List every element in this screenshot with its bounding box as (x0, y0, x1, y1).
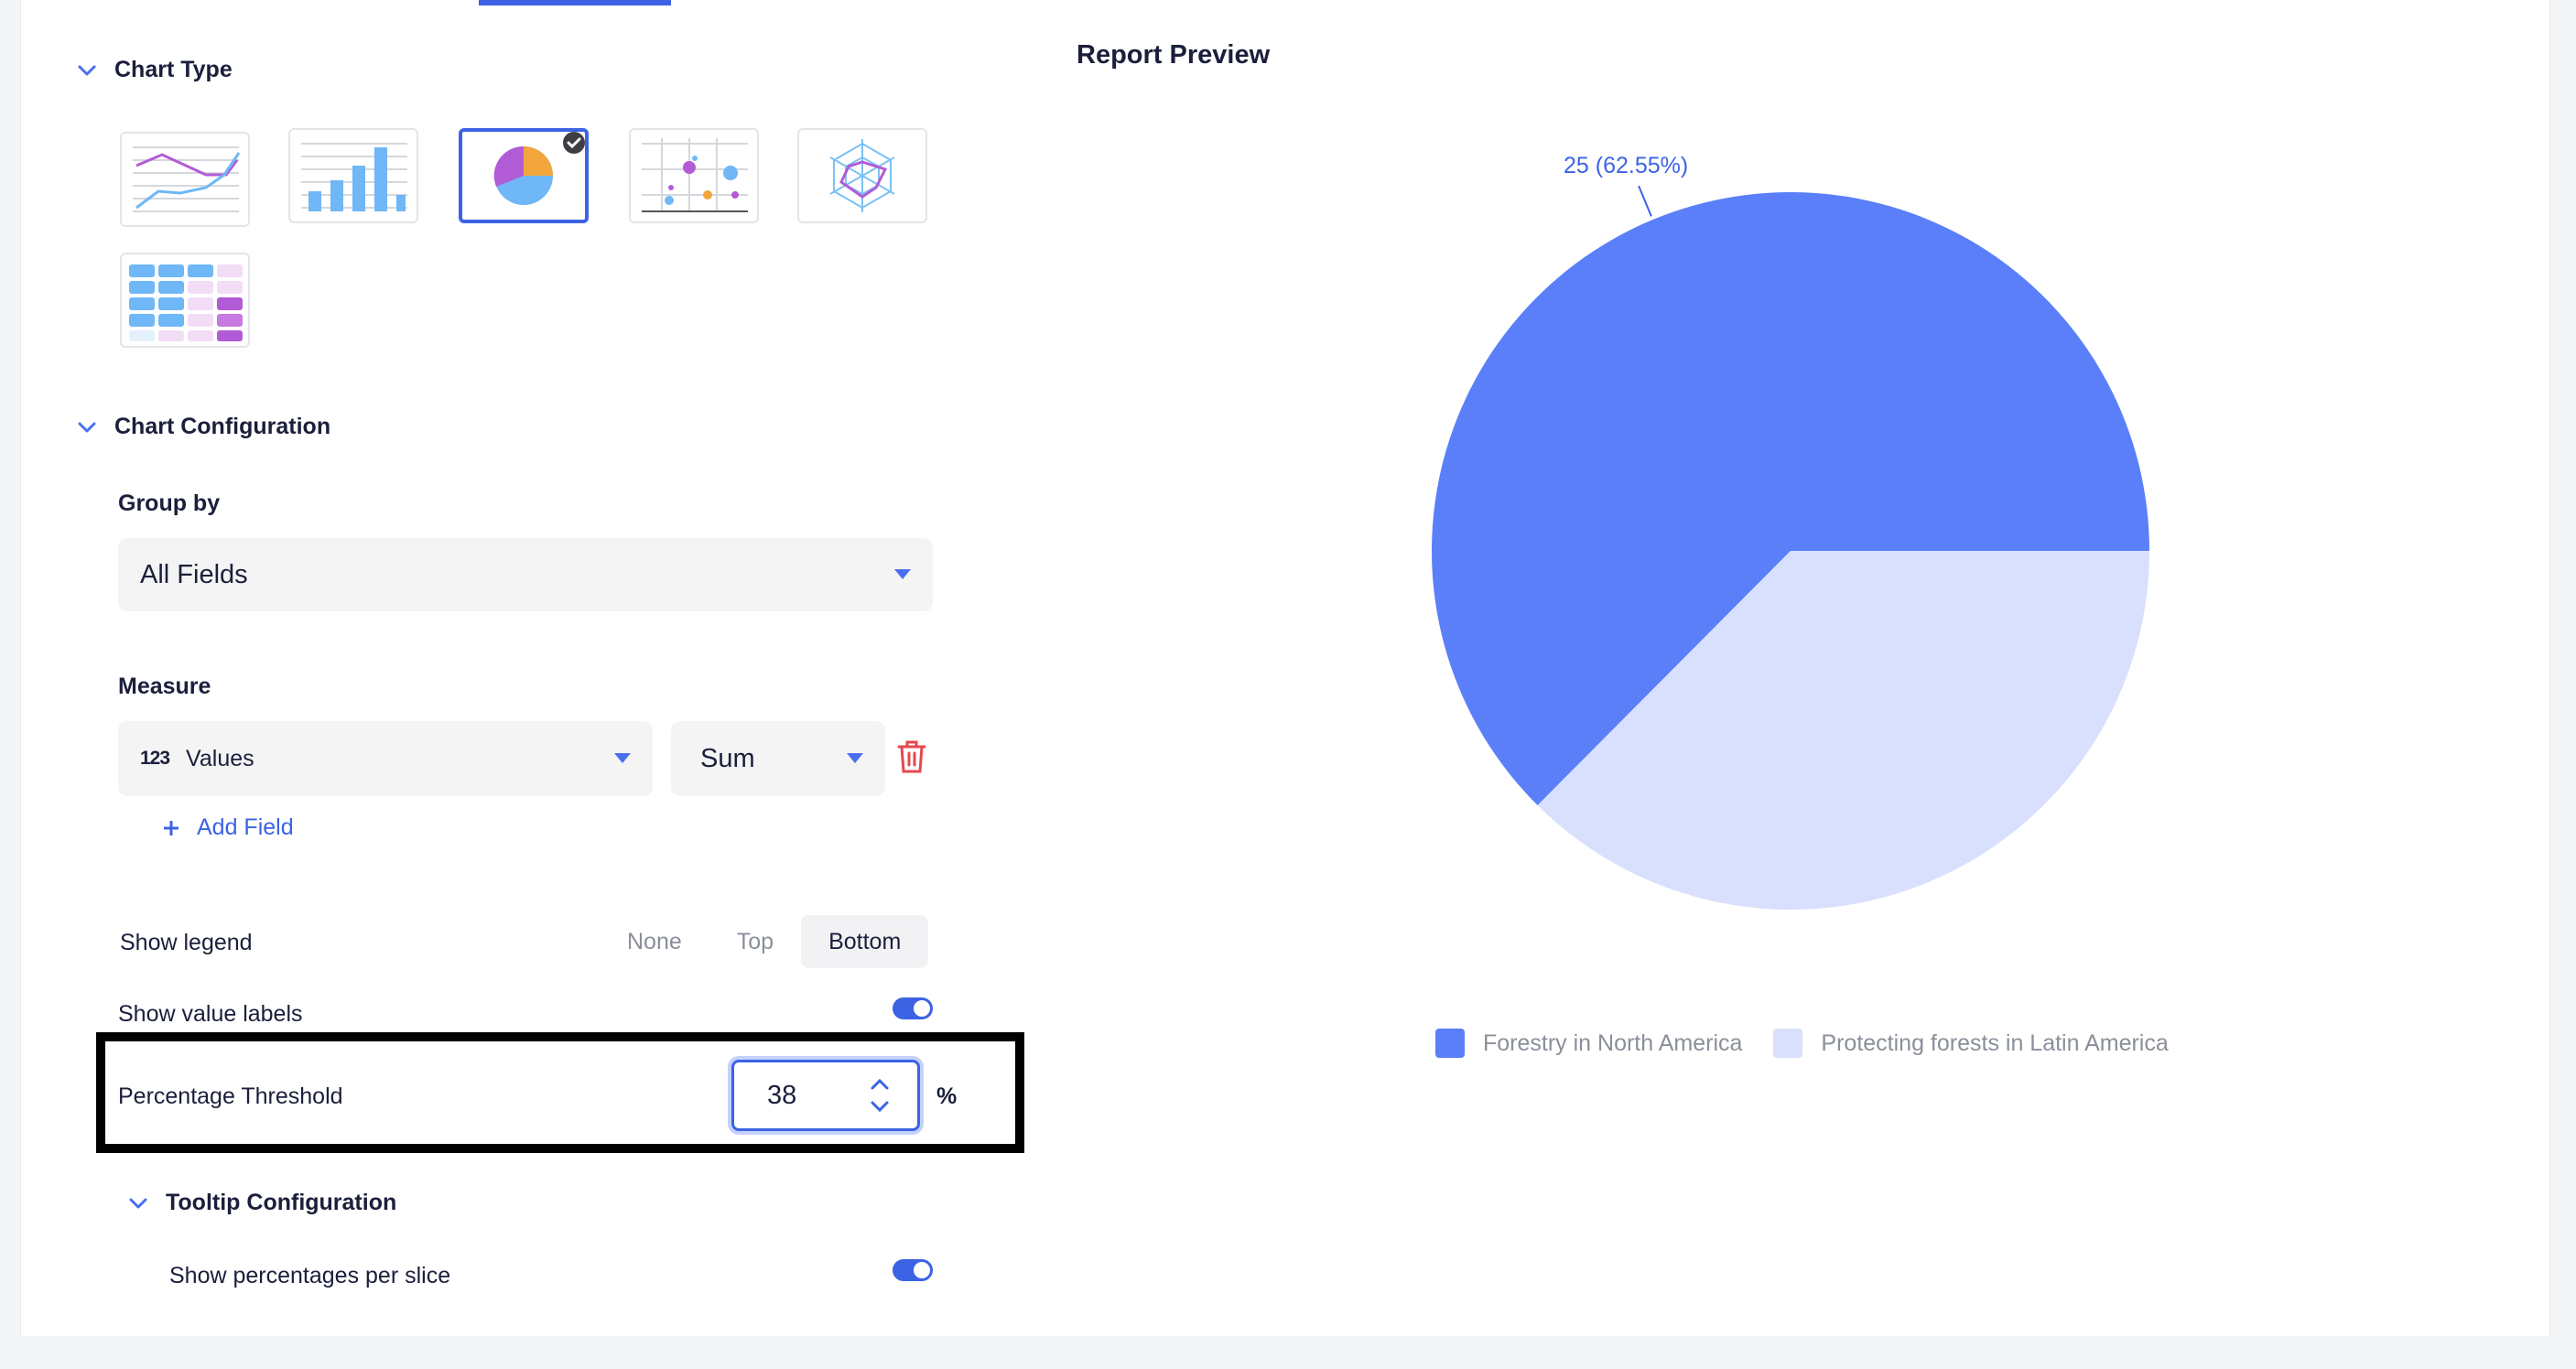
pie-chart: 25 (62.55%) (1432, 153, 2149, 910)
highlight-box (96, 1032, 1024, 1153)
chart-type-pie-button[interactable] (459, 128, 589, 223)
radar-chart-icon (829, 139, 895, 212)
measure-label: Measure (118, 674, 211, 699)
active-tab-indicator (479, 0, 671, 5)
pie-slice-1[interactable] (1432, 192, 2149, 806)
percent-unit: % (936, 1083, 958, 1109)
show-percentages-label: Show percentages per slice (169, 1263, 451, 1288)
add-field-button[interactable]: Add Field (162, 814, 294, 841)
group-by-value: All Fields (140, 559, 248, 589)
report-editor-card: Chart Type (20, 0, 2550, 1336)
legend-item-2[interactable]: Protecting forests in Latin America (1773, 1029, 2169, 1058)
data-label-leader (1638, 185, 1652, 217)
pie-slice-2[interactable] (1537, 551, 2149, 910)
stepper-arrows-icon[interactable] (870, 1075, 890, 1116)
chart-type-title: Chart Type (114, 57, 233, 82)
group-by-select[interactable]: All Fields (118, 538, 933, 611)
preview-title: Report Preview (1077, 40, 1271, 70)
plus-icon (164, 820, 179, 835)
legend-swatch (1435, 1029, 1465, 1058)
number-type-icon: 123 (140, 748, 170, 769)
percentage-threshold-value: 38 (767, 1080, 797, 1110)
scatter-chart-icon (642, 138, 748, 212)
trash-icon[interactable] (896, 739, 927, 774)
line-chart-icon (133, 146, 241, 212)
group-by-label: Group by (118, 490, 221, 516)
add-field-label: Add Field (197, 814, 294, 840)
chevron-down-icon (78, 422, 96, 432)
table-chart-icon (129, 264, 243, 341)
chart-type-bar-button[interactable] (288, 128, 418, 223)
aggregation-select[interactable]: Sum (671, 721, 885, 796)
show-value-labels-label: Show value labels (118, 1001, 303, 1027)
legend-swatch (1773, 1029, 1803, 1058)
chevron-down-icon (129, 1198, 147, 1208)
pie-chart-icon (493, 146, 553, 205)
chart-legend: Forestry in North America Protecting for… (1435, 1029, 2181, 1058)
percentage-threshold-input[interactable]: 38 (731, 1060, 920, 1131)
measure-field-select[interactable]: 123 Values (118, 721, 653, 796)
chart-type-line-button[interactable] (120, 132, 250, 227)
tooltip-config-title: Tooltip Configuration (166, 1190, 397, 1215)
tooltip-config-section-header[interactable]: Tooltip Configuration (127, 1190, 396, 1216)
legend-item-1[interactable]: Forestry in North America (1435, 1029, 1742, 1058)
dropdown-caret-icon (894, 569, 911, 579)
chevron-down-icon (78, 65, 96, 75)
legend-position-segmented: None Top Bottom (600, 915, 929, 968)
percentage-threshold-label: Percentage Threshold (118, 1083, 343, 1109)
check-badge-icon (563, 132, 585, 154)
chart-type-scatter-button[interactable] (629, 128, 759, 223)
dropdown-caret-icon (847, 753, 863, 763)
legend-label: Forestry in North America (1483, 1029, 1743, 1056)
show-legend-label: Show legend (120, 930, 253, 955)
pie-data-label: 25 (62.55%) (1564, 153, 1688, 178)
show-value-labels-toggle[interactable] (893, 997, 933, 1019)
chart-type-section-header[interactable]: Chart Type (76, 57, 233, 83)
legend-option-none[interactable]: None (627, 929, 682, 954)
chart-type-radar-button[interactable] (797, 128, 927, 223)
show-percentages-toggle[interactable] (893, 1259, 933, 1281)
chart-type-table-button[interactable] (120, 253, 250, 348)
measure-field-value: Values (186, 745, 254, 771)
legend-label: Protecting forests in Latin America (1821, 1029, 2169, 1056)
chart-config-title: Chart Configuration (114, 414, 331, 439)
legend-option-bottom[interactable]: Bottom (801, 915, 929, 968)
aggregation-value: Sum (700, 743, 755, 773)
bar-chart-icon (301, 143, 407, 211)
chart-config-section-header[interactable]: Chart Configuration (76, 414, 330, 440)
legend-option-top[interactable]: Top (736, 929, 774, 954)
dropdown-caret-icon (614, 753, 631, 763)
